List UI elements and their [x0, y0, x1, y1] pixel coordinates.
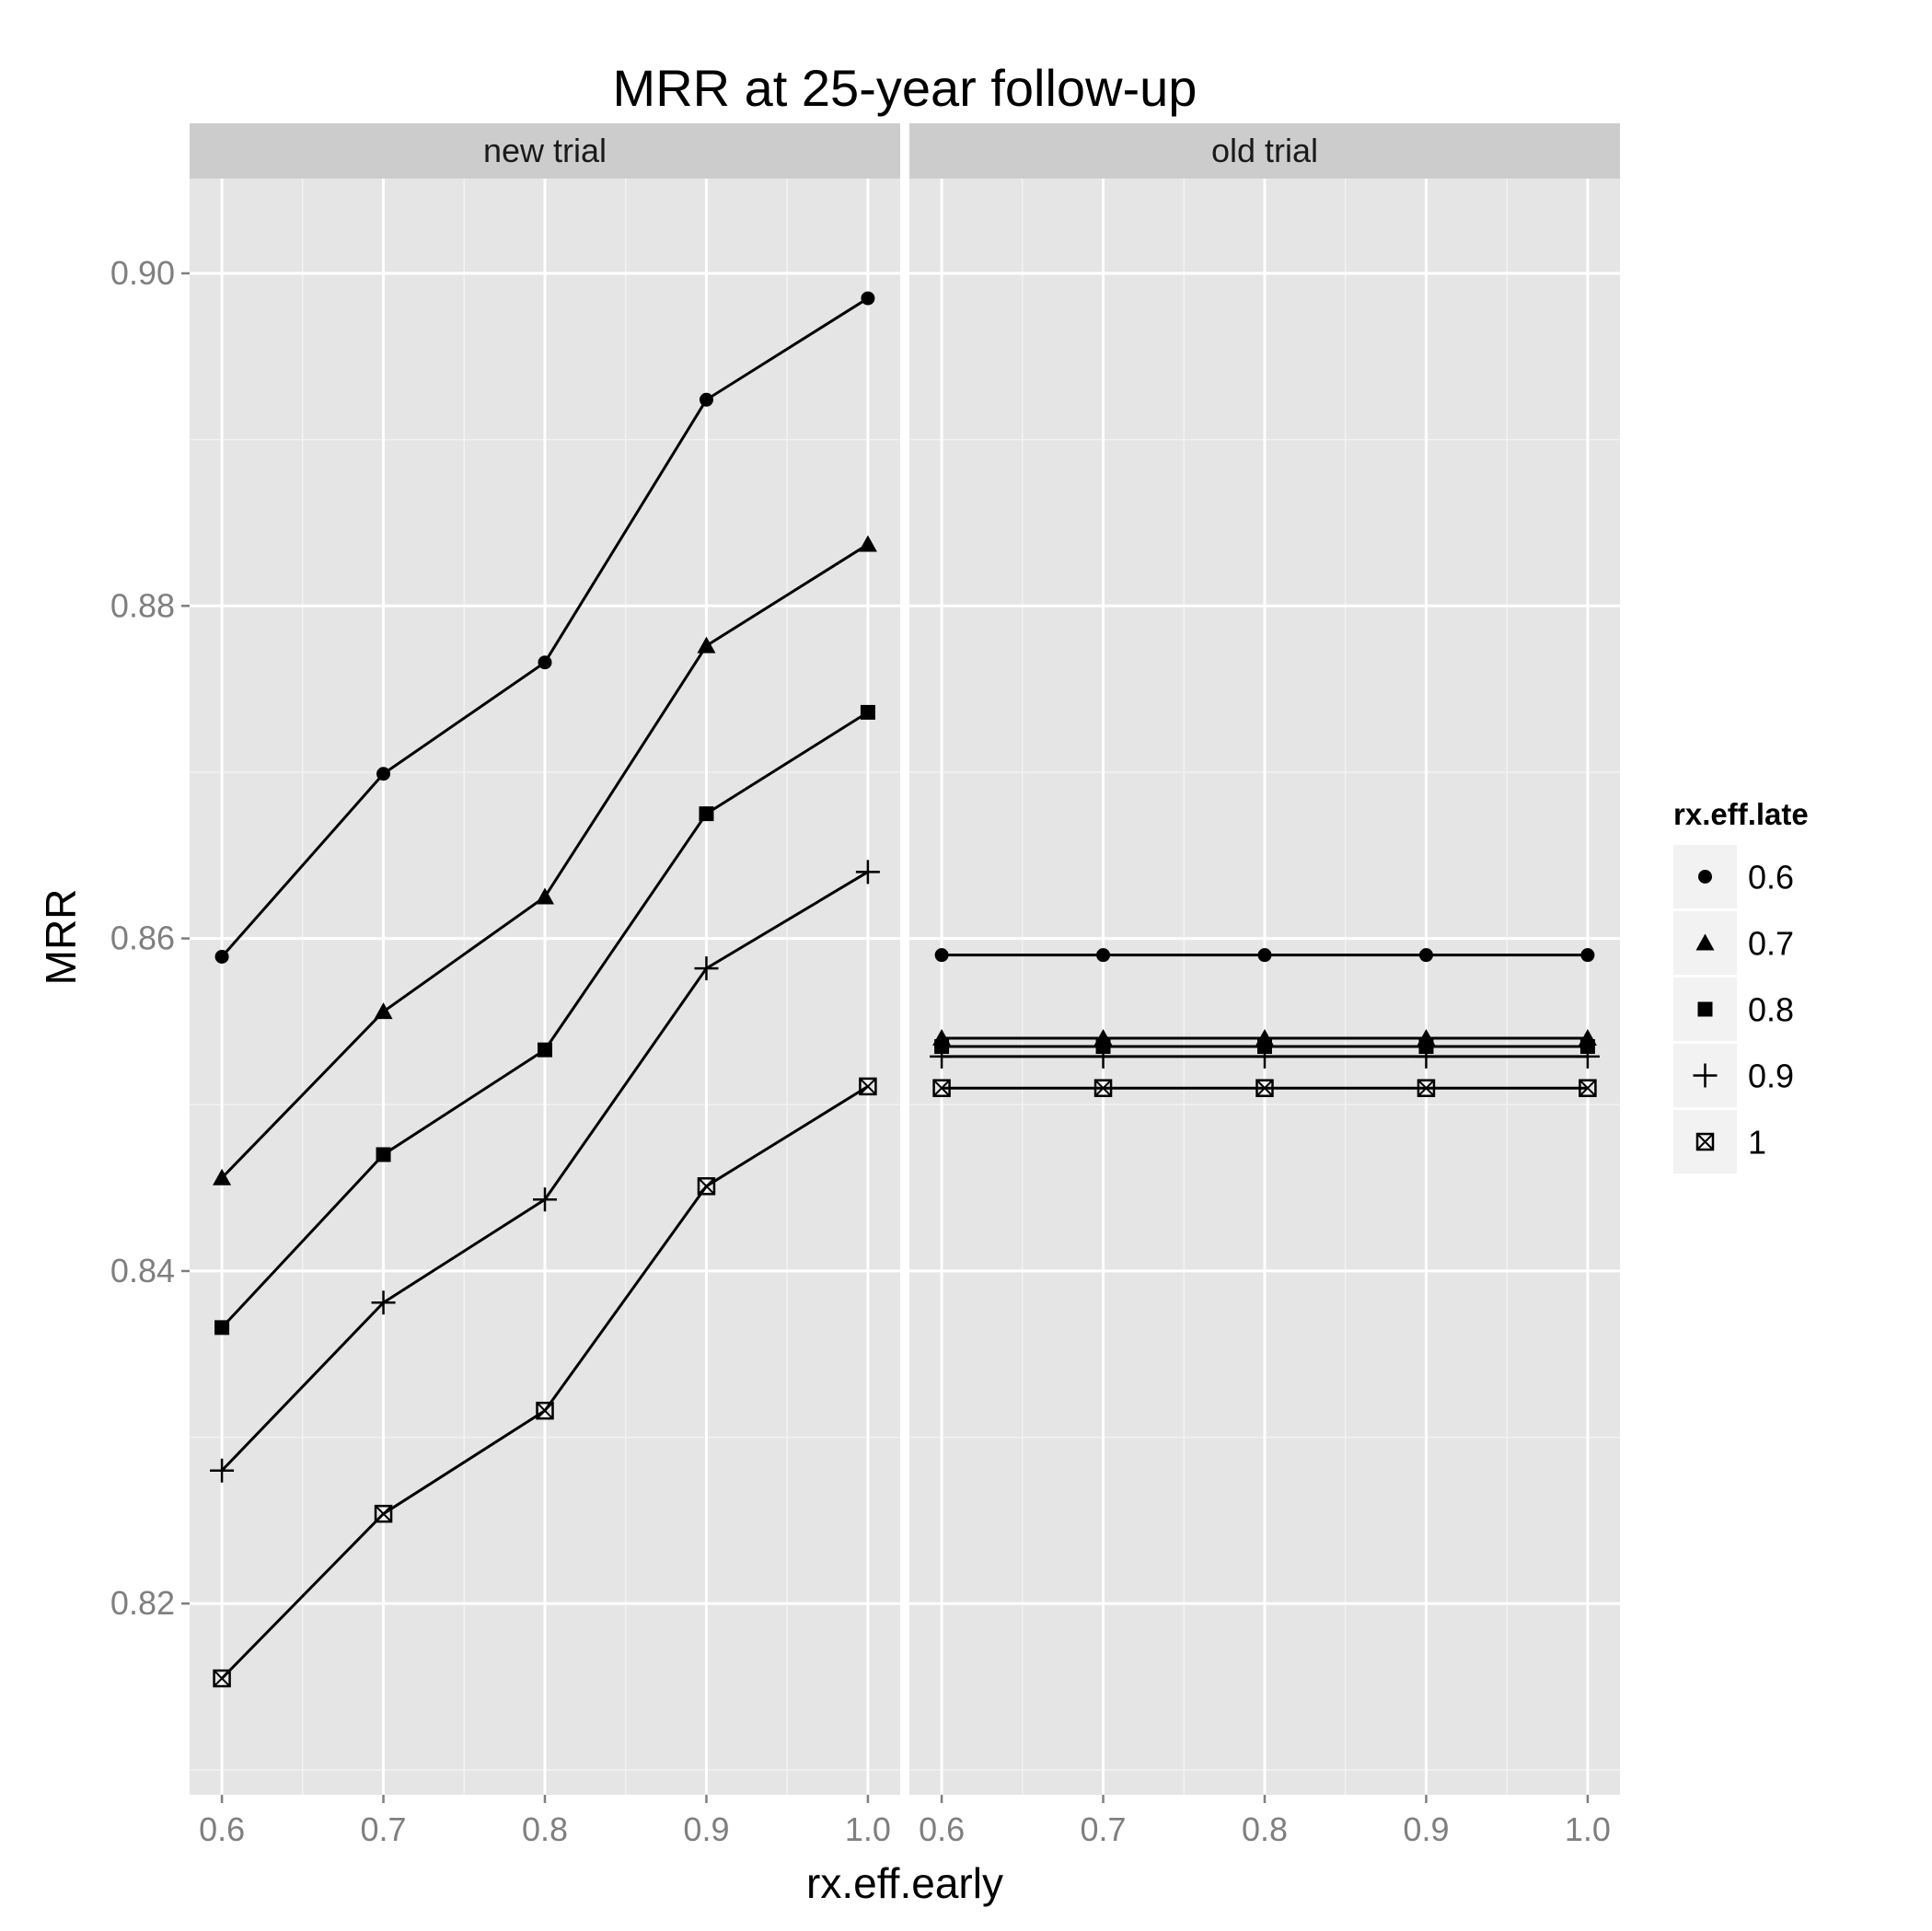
data-point [536, 887, 554, 905]
legend-label: 0.7 [1748, 925, 1794, 963]
legend: rx.eff.late 0.6 0.7 0.8 0.9 1 [1673, 797, 1809, 1174]
x-tick-label: 0.9 [1403, 1810, 1449, 1848]
legend-label: 0.6 [1748, 859, 1794, 896]
series-0.6 [934, 948, 1595, 963]
data-point [213, 1669, 231, 1688]
legend-key-symbol [1695, 1132, 1715, 1151]
legend-entry: 0.9 [1673, 1044, 1794, 1107]
x-tick-label: 1.0 [1565, 1810, 1611, 1848]
data-point [371, 1290, 396, 1315]
legend-entry: 0.8 [1673, 977, 1794, 1041]
series-1 [213, 1077, 877, 1688]
panel-strip [909, 123, 1620, 179]
data-point [861, 291, 875, 306]
data-point [374, 1504, 393, 1523]
panel-strip [190, 123, 900, 179]
legend-label: 0.9 [1748, 1058, 1794, 1095]
data-point [1579, 1079, 1597, 1097]
legend-key-symbol [1695, 933, 1715, 951]
y-tick-label: 0.86 [110, 919, 175, 957]
x-tick-label: 0.7 [361, 1810, 407, 1848]
legend-entry: 1 [1673, 1110, 1766, 1174]
legend-key-symbol [1697, 1001, 1713, 1017]
legend-label: 1 [1748, 1124, 1766, 1162]
x-tick-label: 0.6 [199, 1810, 245, 1848]
series-0.7 [213, 535, 877, 1185]
data-point [1253, 1044, 1277, 1069]
data-point [1417, 1079, 1436, 1097]
data-point [1580, 948, 1595, 963]
x-tick-label: 0.8 [522, 1810, 568, 1848]
data-point [538, 655, 552, 670]
data-point [699, 806, 714, 822]
data-point [855, 860, 880, 885]
data-point [697, 636, 716, 653]
x-axis: 0.6 0.7 0.8 0.9 1.0 [919, 1795, 1611, 1848]
series-0.9 [930, 1044, 1600, 1069]
data-point [376, 767, 391, 781]
legend-title: rx.eff.late [1673, 797, 1809, 831]
chart-title: MRR at 25-year follow-up [613, 59, 1197, 117]
y-axis-title: MRR [37, 889, 85, 986]
data-point [1418, 948, 1433, 963]
y-tick-label: 0.90 [110, 254, 175, 292]
data-point [536, 1401, 554, 1420]
x-axis: 0.6 0.7 0.8 0.9 1.0 [199, 1795, 891, 1848]
series-0.9 [210, 860, 880, 1483]
x-axis-title: rx.eff.early [806, 1859, 1003, 1907]
data-point [214, 1320, 230, 1336]
data-point [538, 1042, 552, 1058]
x-tick-label: 0.8 [1242, 1810, 1288, 1848]
data-point [1414, 1044, 1439, 1069]
data-point [1096, 948, 1111, 963]
x-tick-label: 0.7 [1081, 1810, 1127, 1848]
legend-key-symbol [1698, 870, 1712, 884]
series-0.8 [214, 704, 875, 1336]
data-point [858, 535, 877, 552]
data-point [1091, 1044, 1116, 1069]
y-tick-label: 0.88 [110, 586, 175, 624]
panel-new-trial: new trial 0.6 0.7 0.8 0.9 1.0 [190, 123, 900, 1848]
data-point [699, 392, 713, 407]
data-point [860, 704, 875, 720]
data-point [214, 949, 229, 964]
data-point [1257, 948, 1272, 963]
data-point [374, 1002, 393, 1020]
legend-entry: 0.7 [1673, 911, 1794, 975]
data-point [1255, 1079, 1274, 1097]
panel-strip-label: new trial [483, 132, 607, 169]
x-tick-label: 0.6 [919, 1810, 965, 1848]
y-tick-label: 0.84 [110, 1252, 175, 1289]
data-point [694, 956, 719, 981]
y-axis: 0.82 0.84 0.86 0.88 0.90 [110, 254, 190, 1622]
series-1 [932, 1079, 1597, 1097]
data-point [533, 1187, 557, 1212]
data-point [932, 1079, 951, 1097]
panel-old-trial: old trial 0.6 0.7 0.8 0.9 1.0 [909, 123, 1620, 1848]
panel-strip-label: old trial [1211, 132, 1318, 169]
legend-key-symbol [1693, 1063, 1718, 1088]
data-point [213, 1168, 232, 1185]
x-tick-label: 1.0 [845, 1810, 891, 1848]
legend-entry: 0.6 [1673, 845, 1794, 908]
data-point [210, 1458, 235, 1483]
y-tick-label: 0.82 [110, 1584, 175, 1622]
data-point [376, 1147, 391, 1162]
series-0.6 [214, 291, 875, 964]
data-point [930, 1044, 954, 1069]
data-point [1093, 1079, 1113, 1097]
legend-label: 0.8 [1748, 991, 1794, 1029]
data-point [859, 1077, 877, 1096]
data-point [1575, 1044, 1600, 1069]
data-point [697, 1177, 716, 1196]
x-tick-label: 0.9 [683, 1810, 729, 1848]
data-point [934, 948, 949, 963]
